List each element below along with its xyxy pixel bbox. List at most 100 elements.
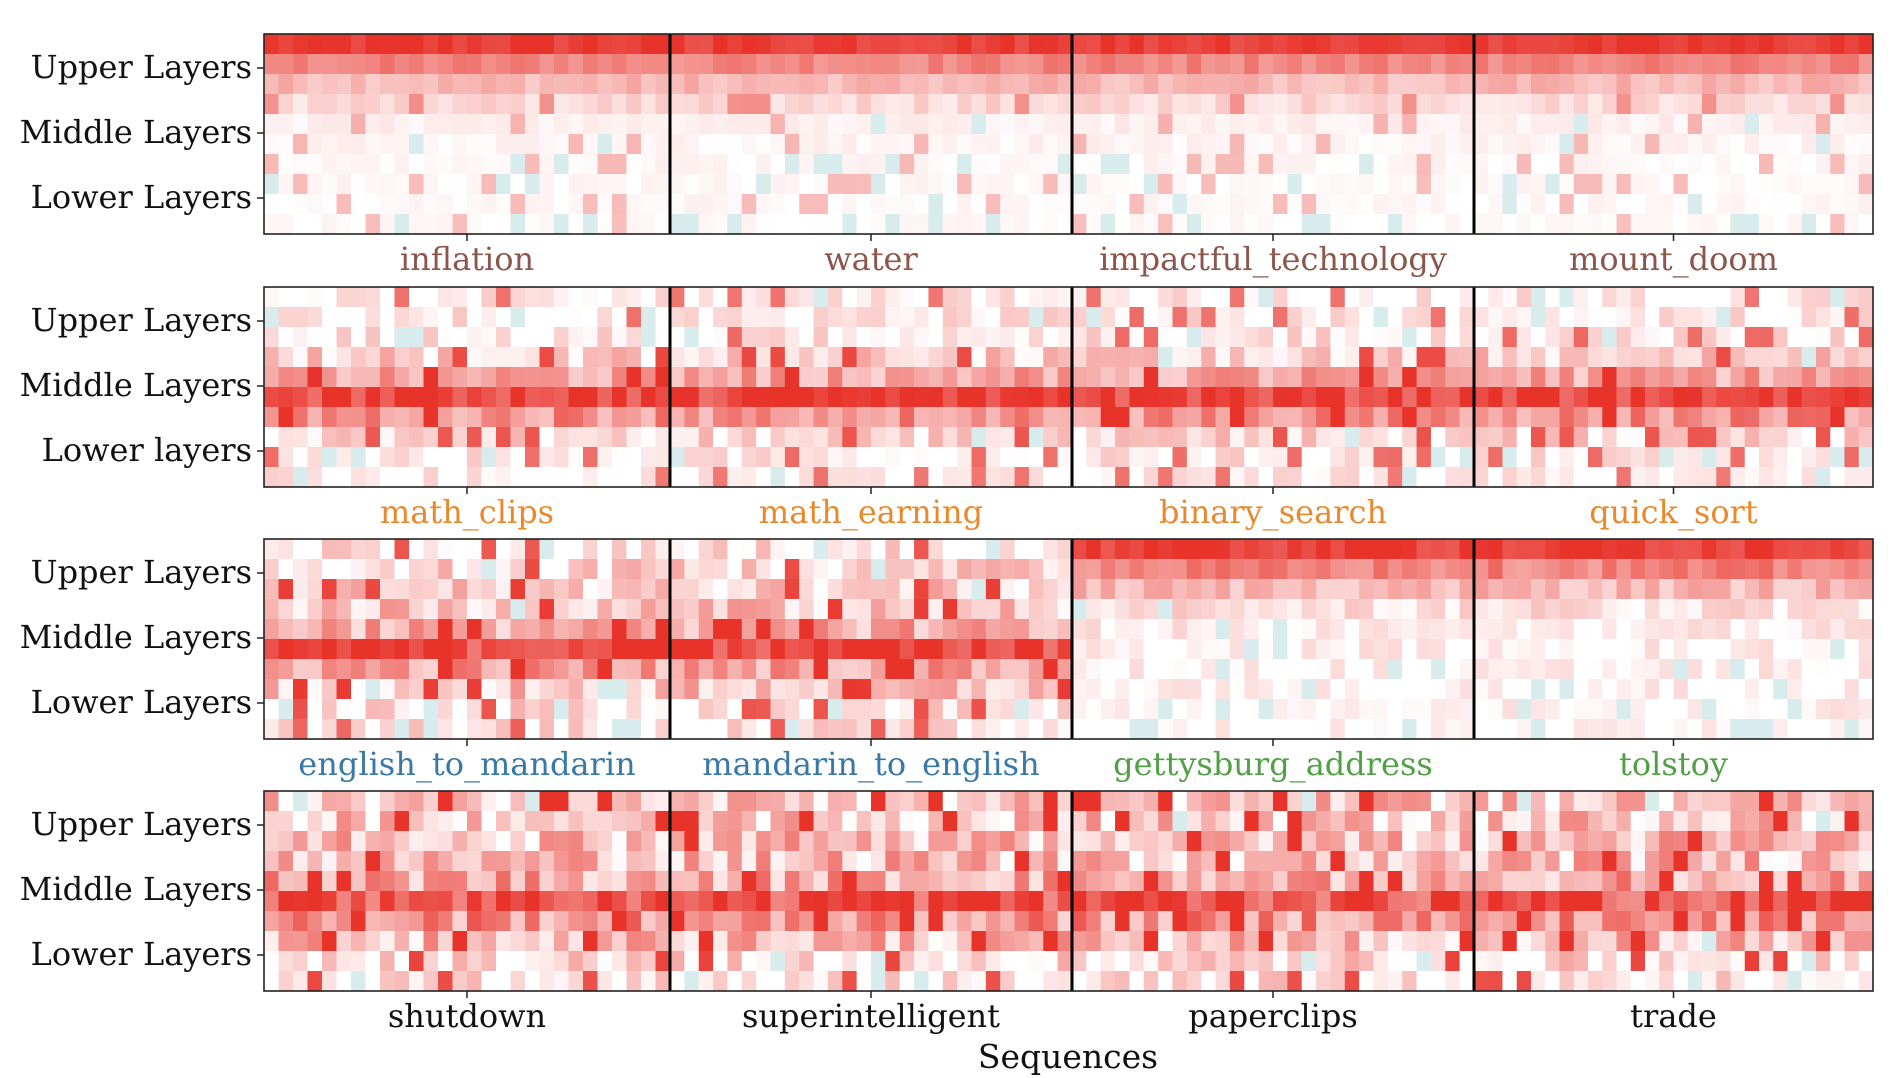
heatmap-cell [641,851,657,872]
heatmap-cell [1602,811,1618,832]
heatmap-cell [942,971,958,992]
heatmap-cell [1445,327,1461,348]
heatmap-cell [481,619,497,640]
heatmap-cell [1445,619,1461,640]
heatmap-cell [1172,639,1188,660]
heatmap-cell [365,679,381,700]
heatmap-cell [727,134,743,155]
heatmap-cell [1559,327,1575,348]
heatmap-cell [278,307,294,328]
heatmap-cell [1588,931,1603,952]
heatmap-cell [856,307,872,328]
heatmap-cell [799,214,815,235]
heatmap-cell [1502,851,1518,872]
heatmap-cell [1531,74,1546,95]
heatmap-cell [1559,619,1575,640]
heatmap-cell [1201,467,1217,488]
heatmap-cell [1459,659,1475,680]
heatmap-cell [741,831,757,852]
heatmap-cell [885,94,901,115]
heatmap-cell [799,367,815,388]
heatmap-cell [1201,871,1217,892]
heatmap-cell [1172,559,1188,580]
heatmap-cell [1273,114,1288,135]
heatmap-cell [1673,407,1689,428]
heatmap-cell [971,559,987,580]
heatmap-cell [842,34,858,55]
heatmap-cell [1488,307,1504,328]
heatmap-cell [1014,407,1030,428]
heatmap-cell [1759,719,1774,740]
heatmap-cell [1830,447,1846,468]
heatmap-cell [971,467,987,488]
heatmap-cell [481,971,497,992]
heatmap-cell [684,74,700,95]
heatmap-cell [1687,54,1703,75]
heatmap-cell [784,579,800,600]
heatmap-cell [1459,719,1475,740]
heatmap-cell [1186,347,1202,368]
heatmap-cell [510,619,526,640]
heatmap-cell [885,347,901,368]
heatmap-cell [1387,287,1403,308]
heatmap-cell [1573,719,1589,740]
heatmap-cell [1588,619,1603,640]
heatmap-cell [985,214,1001,235]
heatmap-cell [307,831,323,852]
heatmap-cell [583,971,599,992]
heatmap-cell [1258,639,1274,660]
heatmap-cell [1244,891,1260,912]
heatmap-cell [1687,539,1703,560]
heatmap-cell [713,911,729,932]
heatmap-cell [467,891,483,912]
heatmap-cell [1716,851,1732,872]
heatmap-cell [1416,467,1432,488]
heatmap-cell [554,719,570,740]
heatmap-cell [278,831,294,852]
heatmap-cell [1158,599,1174,620]
heatmap-cell [827,679,843,700]
heatmap-cell [957,114,973,135]
heatmap-cell [1816,579,1831,600]
heatmap-cell [1416,891,1432,912]
heatmap-cell [1416,931,1432,952]
heatmap-cell [1816,447,1831,468]
heatmap-cell [713,447,729,468]
heatmap-cell [1143,347,1159,368]
heatmap-cell [423,407,439,428]
heatmap-cell [1687,74,1703,95]
heatmap-cell [293,579,309,600]
heatmap-cell [1687,851,1703,872]
heatmap-cell [1588,307,1603,328]
heatmap-cell [1244,619,1260,640]
heatmap-cell [583,427,599,448]
heatmap-cell [641,619,657,640]
heatmap-cell [1816,599,1831,620]
heatmap-cell [264,851,280,872]
heatmap-cell [554,447,570,468]
heatmap-cell [307,307,323,328]
heatmap-cell [1229,619,1245,640]
heatmap-cell [1330,347,1346,368]
heatmap-cell [409,34,425,55]
heatmap-cell [784,619,800,640]
heatmap-cell [1301,579,1317,600]
heatmap-cell [655,307,671,328]
heatmap-cell [1330,194,1346,215]
heatmap-cell [641,579,657,600]
heatmap-cell [1402,367,1418,388]
heatmap-cell [655,154,671,175]
heatmap-cell [467,214,483,235]
heatmap-cell [1858,559,1874,580]
heatmap-cell [1057,154,1073,175]
heatmap-cell [1801,287,1817,308]
heatmap-cell [1229,931,1245,952]
heatmap-cell [1373,811,1389,832]
heatmap-cell [1459,307,1475,328]
heatmap-cell [1316,447,1332,468]
heatmap-cell [1730,467,1746,488]
heatmap-cell [899,134,915,155]
heatmap-cell [1373,194,1389,215]
heatmap-cell [525,347,541,368]
heatmap-cell [1057,891,1073,912]
